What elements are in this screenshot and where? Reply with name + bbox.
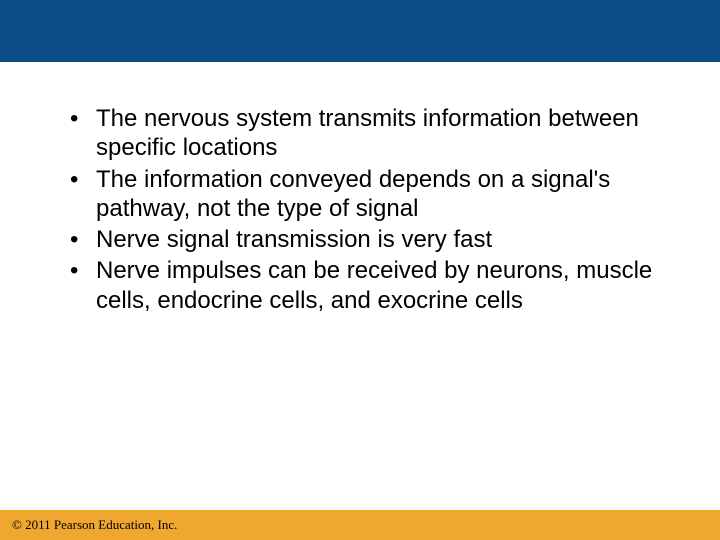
bullet-list: The nervous system transmits information… <box>60 104 660 315</box>
footer-bar: © 2011 Pearson Education, Inc. <box>0 510 720 540</box>
slide-content: The nervous system transmits information… <box>0 62 720 315</box>
list-item: Nerve impulses can be received by neuron… <box>60 256 660 315</box>
list-item: The information conveyed depends on a si… <box>60 165 660 224</box>
list-item: Nerve signal transmission is very fast <box>60 225 660 254</box>
list-item: The nervous system transmits information… <box>60 104 660 163</box>
header-bar <box>0 0 720 62</box>
copyright-text: © 2011 Pearson Education, Inc. <box>12 517 177 533</box>
